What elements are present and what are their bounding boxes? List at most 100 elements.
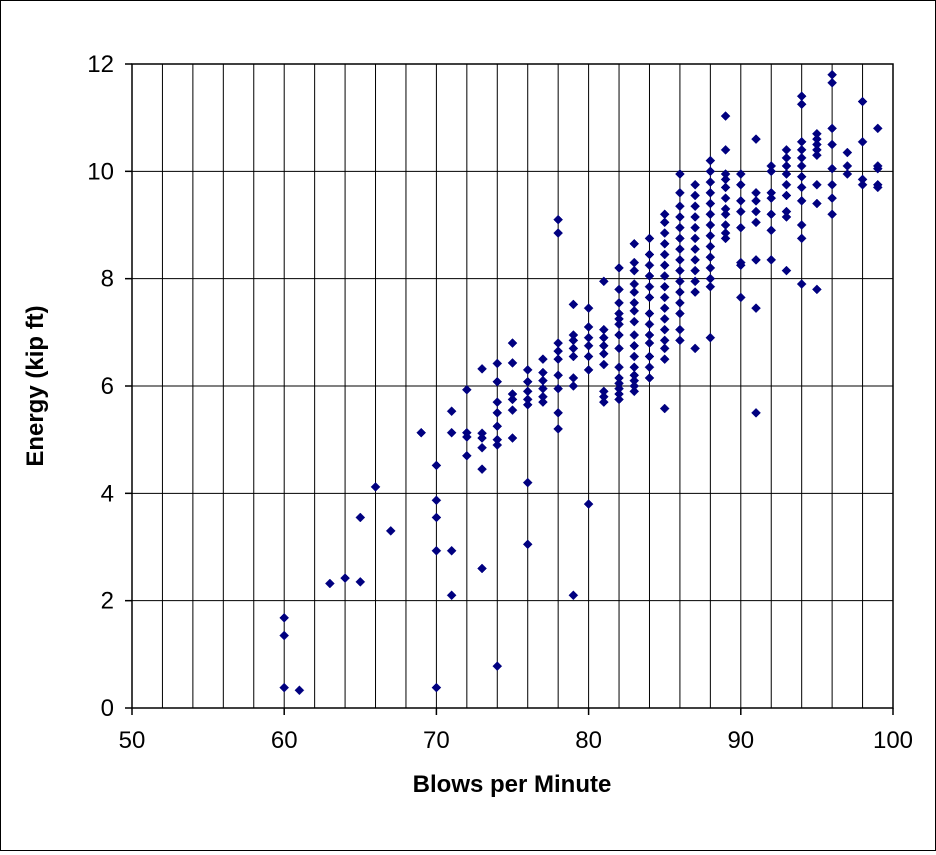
data-point <box>675 265 685 276</box>
data-point <box>796 279 807 289</box>
data-point <box>659 292 670 303</box>
data-point <box>461 450 472 461</box>
data-point <box>705 155 716 166</box>
data-point <box>659 260 670 271</box>
data-point <box>766 225 777 236</box>
y-tick-label: 4 <box>101 480 114 507</box>
x-tick-label: 80 <box>575 727 602 754</box>
data-point <box>735 169 746 179</box>
x-tick-label: 60 <box>271 727 298 754</box>
data-point <box>614 284 624 295</box>
data-point <box>720 145 731 155</box>
data-point <box>538 354 548 365</box>
data-point <box>735 222 746 233</box>
data-point <box>659 354 670 365</box>
data-point <box>492 421 503 432</box>
y-axis-title: Energy (kip ft) <box>22 305 49 466</box>
data-point <box>522 376 533 387</box>
data-point <box>644 233 655 244</box>
data-point <box>279 630 290 641</box>
data-point <box>796 220 807 230</box>
data-point <box>735 260 746 271</box>
data-point <box>690 233 700 244</box>
data-point <box>720 111 731 121</box>
data-point <box>781 190 792 201</box>
data-point <box>690 190 700 201</box>
data-point <box>279 612 290 623</box>
data-point <box>461 432 472 442</box>
data-point <box>644 373 655 383</box>
data-point <box>827 209 837 220</box>
data-point <box>614 330 624 340</box>
data-point <box>705 281 716 292</box>
data-point <box>690 265 700 276</box>
data-point <box>827 179 837 190</box>
data-point <box>720 209 731 220</box>
data-point <box>477 363 487 374</box>
data-point <box>583 351 594 362</box>
data-point <box>872 123 883 134</box>
data-point <box>751 206 761 217</box>
data-point <box>522 365 533 375</box>
data-point <box>827 193 837 204</box>
data-point <box>720 233 731 244</box>
data-point <box>477 442 487 453</box>
data-point <box>857 96 868 107</box>
data-point <box>675 276 685 287</box>
data-point <box>644 292 655 303</box>
data-point <box>614 297 624 308</box>
data-point <box>705 252 716 263</box>
data-point <box>675 169 685 179</box>
data-point <box>690 255 700 265</box>
data-point <box>644 281 655 292</box>
data-point <box>629 265 640 276</box>
data-point <box>507 338 518 348</box>
data-point <box>675 297 685 308</box>
data-point <box>675 255 685 265</box>
data-point <box>659 314 670 324</box>
data-point <box>720 182 731 193</box>
data-point <box>659 324 670 335</box>
data-point <box>431 512 442 523</box>
data-point <box>690 287 700 297</box>
data-point <box>872 182 883 193</box>
axes <box>125 63 894 715</box>
data-point <box>629 330 640 340</box>
data-point <box>659 303 670 314</box>
data-point <box>614 394 624 405</box>
data-point <box>492 376 503 387</box>
data-point <box>553 424 564 434</box>
data-point <box>477 563 487 574</box>
data-points <box>279 69 883 696</box>
y-tick-label: 2 <box>101 588 114 615</box>
data-point <box>659 281 670 292</box>
data-point <box>857 179 868 190</box>
data-point <box>583 365 594 375</box>
data-point <box>614 362 624 373</box>
data-point <box>598 276 609 287</box>
data-point <box>751 255 761 265</box>
data-point <box>812 198 822 209</box>
data-point <box>812 150 822 161</box>
data-point <box>644 308 655 319</box>
data-point <box>507 405 518 416</box>
data-point <box>644 249 655 260</box>
data-point <box>507 394 518 405</box>
data-point <box>675 187 685 198</box>
data-point <box>431 682 442 693</box>
data-point <box>659 238 670 249</box>
data-point <box>690 179 700 190</box>
data-point <box>812 284 822 295</box>
data-point <box>675 201 685 212</box>
data-point <box>644 260 655 271</box>
data-point <box>446 406 457 417</box>
data-point <box>629 340 640 351</box>
data-point <box>735 195 746 206</box>
data-point <box>812 179 822 190</box>
data-point <box>751 217 761 228</box>
y-tick-labels: 0 2 4 6 8 10 12 <box>87 51 114 722</box>
data-point <box>644 351 655 362</box>
data-point <box>629 316 640 327</box>
data-point <box>568 351 579 362</box>
